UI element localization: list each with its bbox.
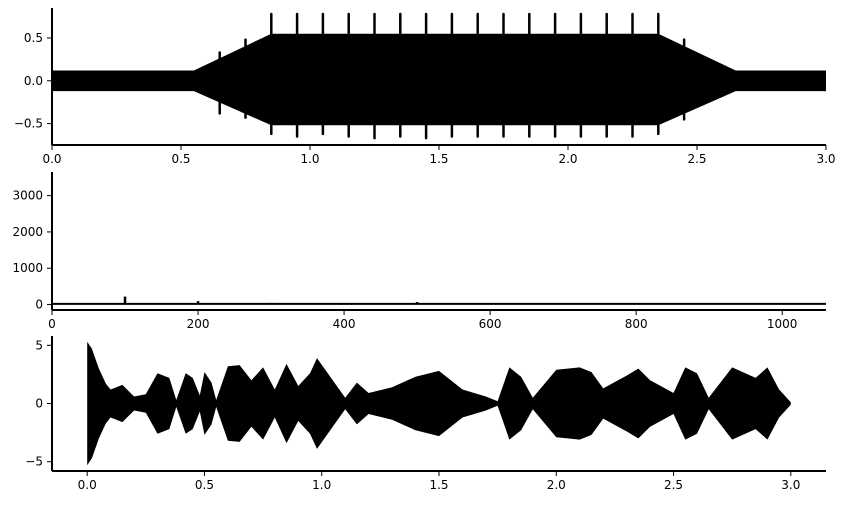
bottom-x-tick-label: 0.0: [78, 478, 97, 492]
top-x-tick-label: 1.0: [300, 152, 319, 166]
middle-y-tick-label: 3000: [12, 189, 43, 203]
top-y-tick-label: −0.5: [14, 117, 43, 131]
bottom-y-tick-label: 5: [35, 338, 43, 352]
bottom-x-tick-label: 1.5: [429, 478, 448, 492]
bottom-y-tick-label: −5: [25, 455, 43, 469]
bottom-x-tick-label: 1.0: [312, 478, 331, 492]
middle-x-tick-label: 200: [187, 317, 210, 331]
middle-x-tick-label: 400: [333, 317, 356, 331]
bottom-signal-envelope: [87, 341, 791, 466]
top-x-tick-label: 2.0: [558, 152, 577, 166]
top-x-tick-label: 3.0: [816, 152, 835, 166]
middle-x-tick-label: 600: [479, 317, 502, 331]
middle-y-tick-label: 1000: [12, 261, 43, 275]
top-signal-envelope: [52, 33, 826, 126]
middle-x-tick-label: 800: [625, 317, 648, 331]
top-y-tick-label: 0.5: [24, 31, 43, 45]
middle-y-tick-label: 0: [35, 298, 43, 312]
bottom-x-tick-label: 0.5: [195, 478, 214, 492]
top-x-tick-label: 0.5: [171, 152, 190, 166]
top-x-tick-label: 1.5: [429, 152, 448, 166]
middle-panel: 0 200 400 600 800 1000 0 1000 2000 3000: [12, 172, 826, 331]
middle-x-tick-label: 0: [48, 317, 56, 331]
top-panel: 0.0 0.5 1.0 1.5 2.0 2.5 3.0 −0.5 0.0 0.5: [14, 8, 836, 166]
bottom-panel: 0.0 0.5 1.0 1.5 2.0 2.5 3.0 −5 0 5: [25, 336, 826, 492]
top-x-tick-label: 0.0: [42, 152, 61, 166]
top-y-tick-label: 0.0: [24, 74, 43, 88]
bottom-x-tick-label: 3.0: [781, 478, 800, 492]
bottom-x-tick-label: 2.5: [664, 478, 683, 492]
top-x-tick-label: 2.5: [687, 152, 706, 166]
middle-x-tick-label: 1000: [767, 317, 798, 331]
middle-y-tick-label: 2000: [12, 225, 43, 239]
bottom-x-tick-label: 2.0: [547, 478, 566, 492]
bottom-y-tick-label: 0: [35, 397, 43, 411]
